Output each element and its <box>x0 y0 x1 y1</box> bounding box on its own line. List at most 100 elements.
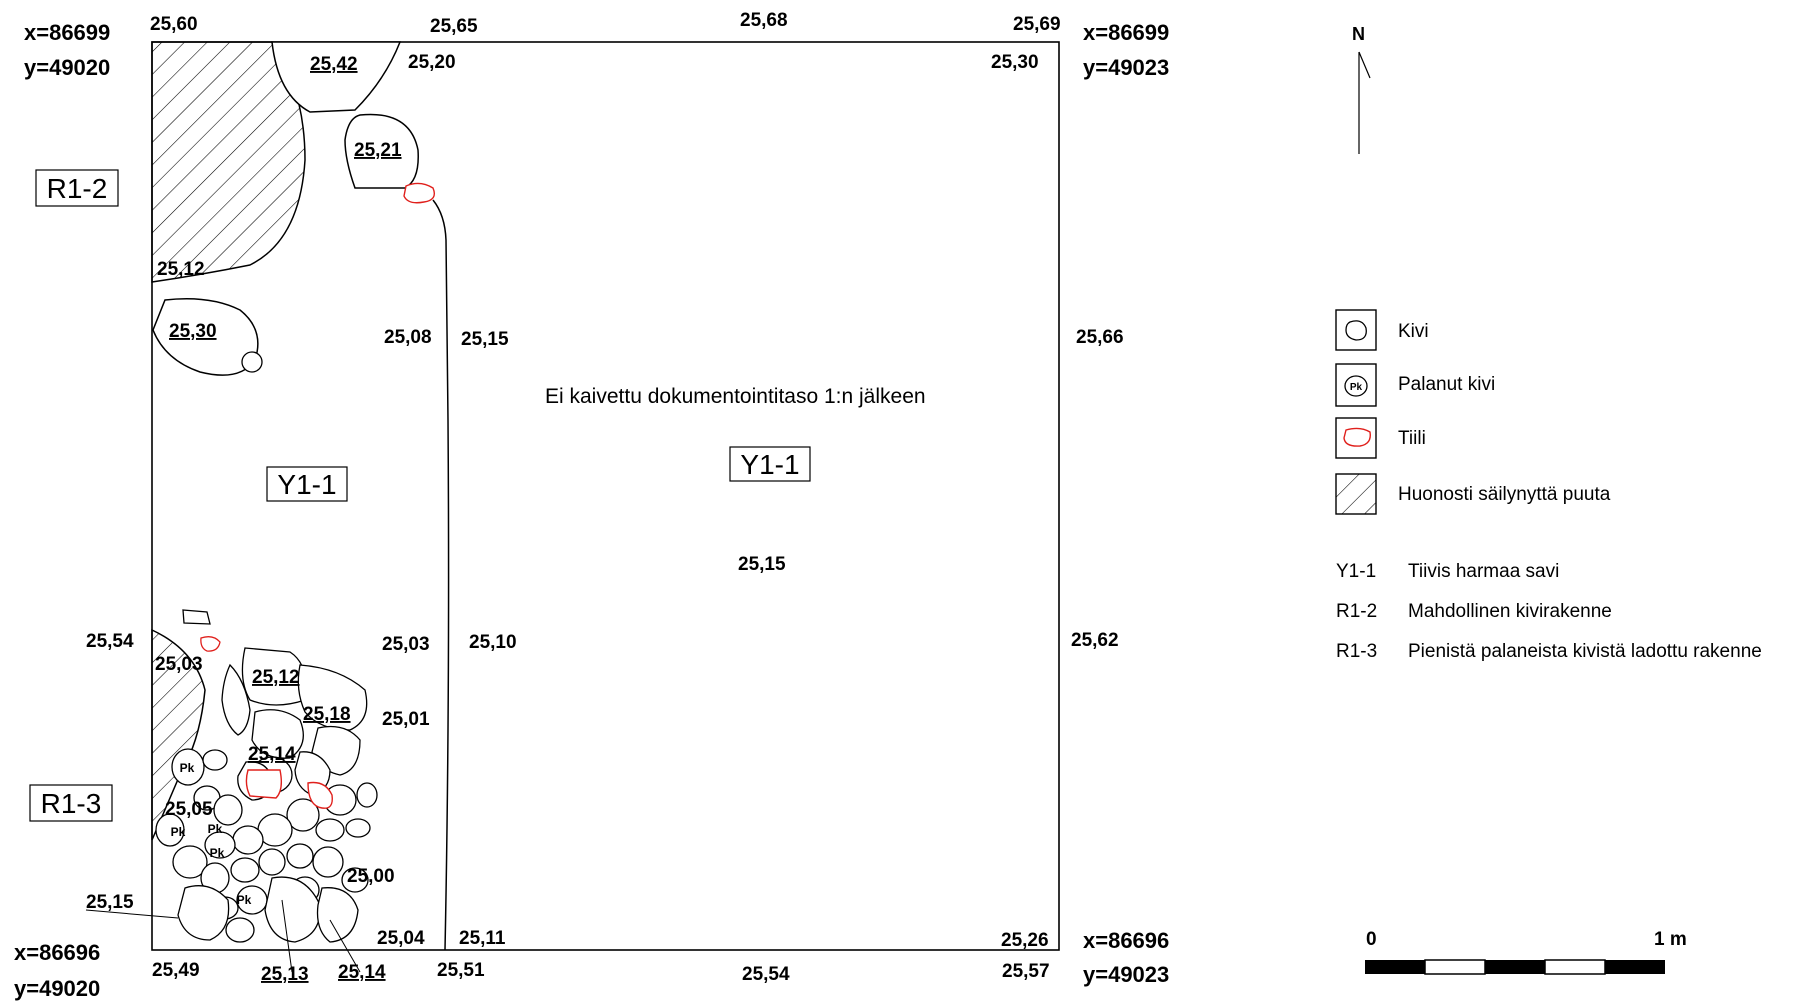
svg-text:Pk: Pk <box>1350 382 1363 393</box>
elev-r13-f: 25,00 <box>347 866 395 887</box>
brick-small <box>200 636 221 652</box>
elev-r13-a: 25,03 <box>155 654 203 675</box>
elev-stone-h: 25,14 <box>338 962 386 983</box>
sw-y: y=49020 <box>14 976 100 1001</box>
cluster-stone <box>232 825 264 855</box>
elev-stone-g: 25,13 <box>261 964 309 985</box>
elev-stone-e: 25,18 <box>303 704 351 725</box>
cluster-stone <box>177 885 230 941</box>
elev-r13-d: 25,01 <box>382 709 430 730</box>
scale-bar: 0 1 m <box>1365 929 1687 975</box>
elev-inner-a: 25,20 <box>408 52 456 73</box>
legend-code-r13: R1-3 <box>1336 641 1377 662</box>
legend-code-r12: R1-2 <box>1336 601 1377 622</box>
cluster-stone <box>312 846 344 878</box>
nw-x: x=86699 <box>24 20 110 45</box>
wood-hatch-icon <box>1335 473 1377 515</box>
legend-desc-r12: Mahdollinen kivirakenne <box>1408 601 1612 622</box>
brick-top <box>403 182 436 204</box>
svg-text:Y1-1: Y1-1 <box>740 449 799 480</box>
elev-bottom-c: 25,26 <box>1001 930 1049 951</box>
label-y1-left: Y1-1 <box>266 466 348 502</box>
elev-bottom-right: 25,57 <box>1002 961 1050 982</box>
leader-line <box>329 919 361 973</box>
svg-text:R1-3: R1-3 <box>41 788 102 819</box>
se-x: x=86696 <box>1083 928 1169 953</box>
elev-wood-edge: 25,12 <box>157 259 205 280</box>
pk-label: Pk <box>237 893 252 907</box>
cluster-stone <box>202 749 228 771</box>
cluster-stone <box>172 845 208 879</box>
elev-top-mid-left: 25,65 <box>430 16 478 37</box>
elev-mid-left-a: 25,08 <box>384 327 432 348</box>
elev-center: 25,15 <box>738 554 786 575</box>
cluster-stone <box>264 876 321 943</box>
label-y1-right: Y1-1 <box>729 446 811 482</box>
elev-stone-c: 25,30 <box>169 321 217 342</box>
leader-line <box>281 899 293 973</box>
elev-bottom-left: 25,49 <box>152 960 200 981</box>
svg-text:R1-2: R1-2 <box>47 173 108 204</box>
cluster-stone <box>345 818 371 838</box>
cluster-stone <box>225 917 255 943</box>
unexcavated-note: Ei kaivettu dokumentointitaso 1:n jälkee… <box>545 385 926 408</box>
stone-small-2 <box>182 609 211 625</box>
legend-label-brick: Tiili <box>1398 428 1426 449</box>
legend-label-stone: Kivi <box>1398 321 1429 342</box>
elev-right-low: 25,62 <box>1071 630 1119 651</box>
elev-r13-e: 25,05 <box>165 799 213 820</box>
stone-top-1 <box>271 41 402 113</box>
elev-stone-d: 25,12 <box>252 667 300 688</box>
cluster-stone <box>155 813 185 847</box>
label-r12: R1-2 <box>35 169 119 207</box>
cluster-stone <box>297 664 368 731</box>
svg-text:Y1-1: Y1-1 <box>277 469 336 500</box>
pk-label: Pk <box>208 822 223 836</box>
brick-cluster-1 <box>245 769 283 799</box>
elev-stone-b: 25,21 <box>354 140 402 161</box>
burnt-stone-icon: Pk <box>1335 363 1377 407</box>
pk-label: Pk <box>171 825 186 839</box>
elev-r13-c: 25,10 <box>469 632 517 653</box>
nw-y: y=49020 <box>24 55 110 80</box>
north-arrow: N <box>1352 24 1371 154</box>
legend-label-wood: Huonosti säilynyttä puuta <box>1398 484 1611 505</box>
legend: Kivi Pk Palanut kivi Tiili Huonosti säil… <box>1335 309 1762 662</box>
cluster-stone <box>204 831 236 859</box>
elev-stone-f: 25,14 <box>248 744 296 765</box>
legend-label-burnt-stone: Palanut kivi <box>1398 374 1495 395</box>
elev-mid-left-b: 25,15 <box>461 329 509 350</box>
elev-left-low: 25,15 <box>86 892 134 913</box>
cluster-stone <box>251 709 304 759</box>
elev-bottom-mid: 25,54 <box>742 964 790 985</box>
elev-bottom-b: 25,11 <box>459 928 506 949</box>
pk-label: Pk <box>210 846 225 860</box>
stone-icon <box>1335 309 1377 351</box>
ne-x: x=86699 <box>1083 20 1169 45</box>
cluster-stone <box>258 848 286 876</box>
cluster-stone <box>171 748 205 786</box>
elev-top-mid: 25,68 <box>740 10 788 31</box>
elev-top-left: 25,60 <box>150 14 198 35</box>
cluster-stone <box>316 887 359 943</box>
pk-label: Pk <box>180 761 195 775</box>
sw-x: x=86696 <box>14 940 100 965</box>
label-r13: R1-3 <box>29 784 113 822</box>
brick-icon <box>1335 417 1377 459</box>
elev-stone-a: 25,42 <box>310 54 358 75</box>
elev-r13-b: 25,03 <box>382 634 430 655</box>
elev-right-mid: 25,66 <box>1076 327 1124 348</box>
trench-outline <box>151 41 1060 951</box>
cluster-stone <box>315 818 345 842</box>
scale-end: 1 m <box>1654 929 1687 950</box>
elev-bottom-a: 25,04 <box>377 928 425 949</box>
elev-bottom-mid-left: 25,51 <box>437 960 485 981</box>
svg-text:N: N <box>1352 24 1365 44</box>
brick-cluster-2 <box>307 781 333 809</box>
legend-code-y1: Y1-1 <box>1336 561 1376 582</box>
stone-small-1 <box>241 351 263 373</box>
cluster-stone <box>221 663 251 736</box>
se-y: y=49023 <box>1083 962 1169 987</box>
layer-boundary <box>432 199 450 951</box>
